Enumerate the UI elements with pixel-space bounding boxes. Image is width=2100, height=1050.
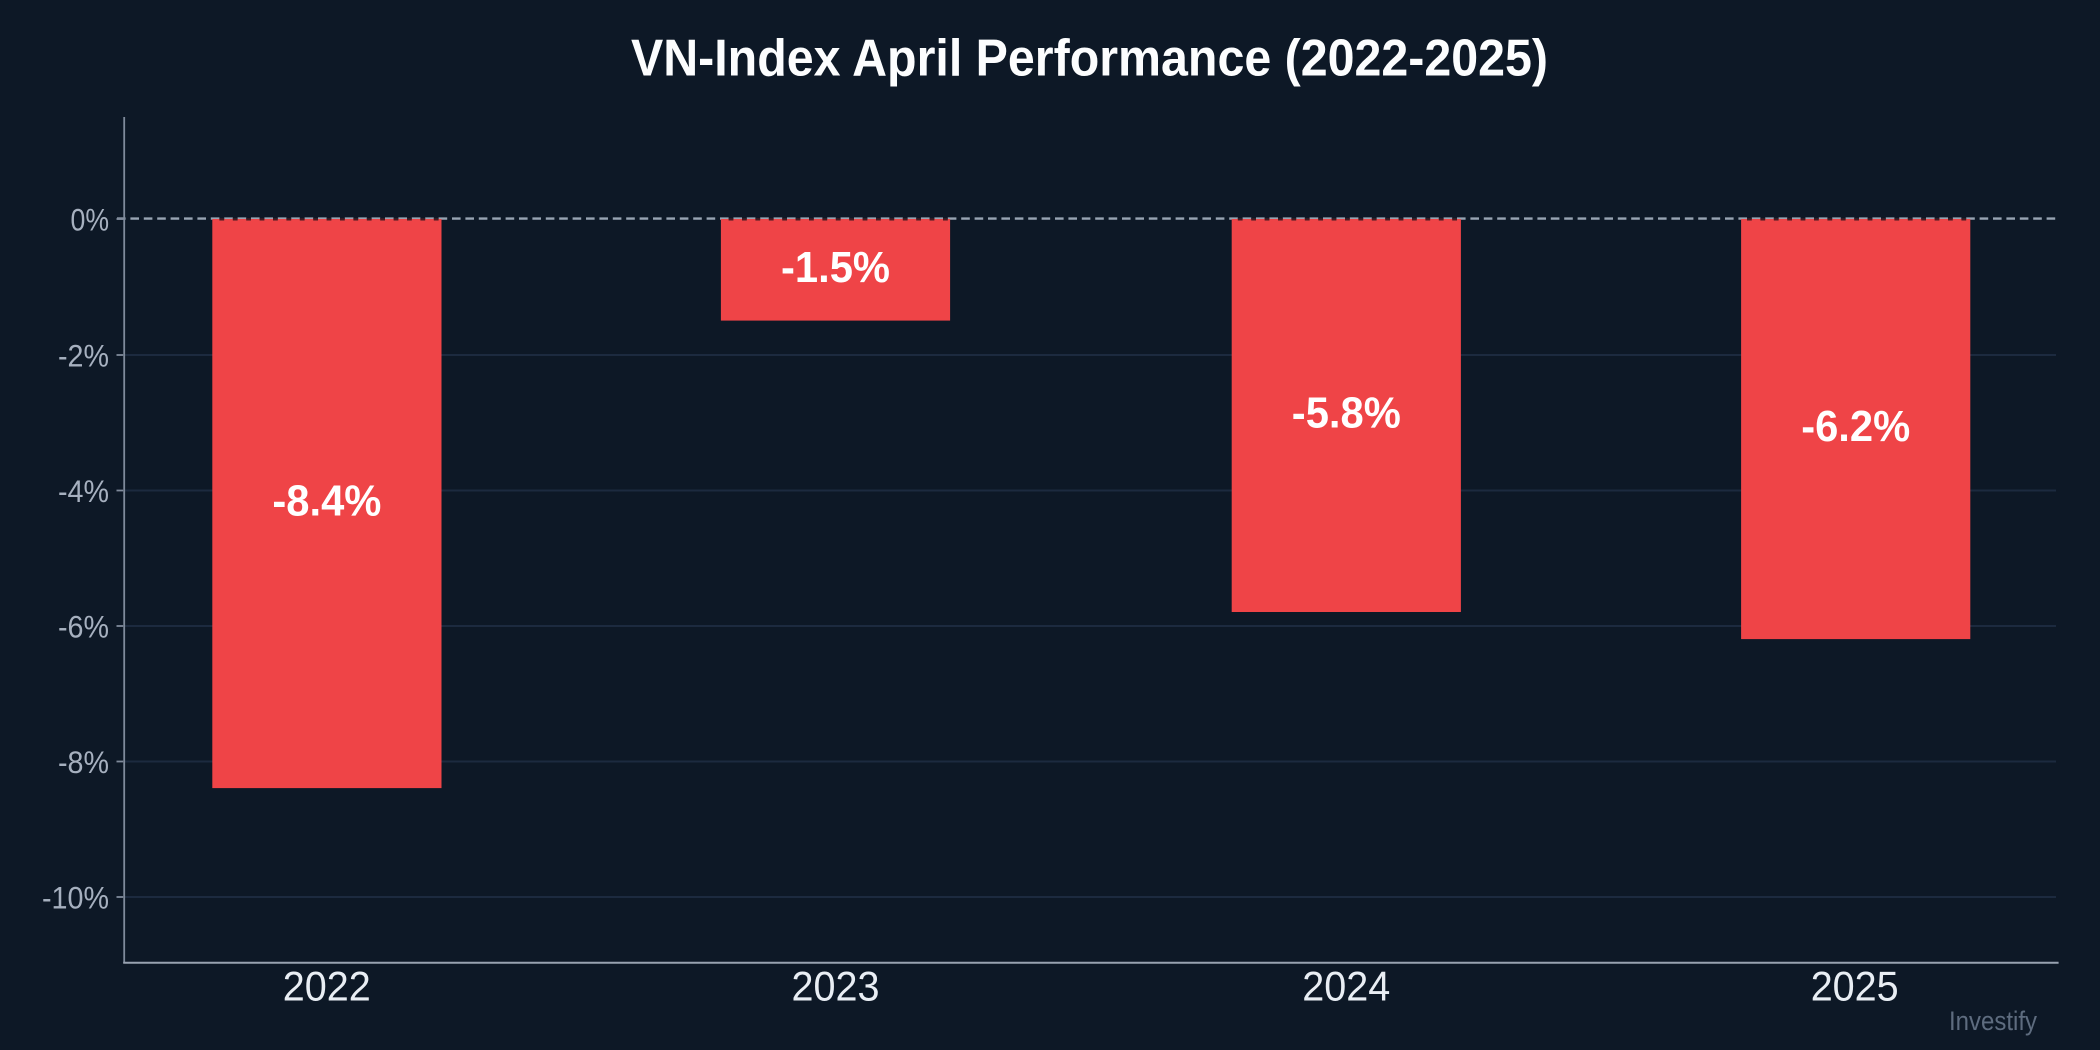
svg-text:2022: 2022 <box>283 963 371 1010</box>
svg-text:-2%: -2% <box>58 338 109 374</box>
svg-text:-10%: -10% <box>42 880 109 916</box>
svg-text:-6.2%: -6.2% <box>1801 402 1910 451</box>
svg-text:-1.5%: -1.5% <box>781 243 890 292</box>
svg-text:2025: 2025 <box>1811 963 1899 1010</box>
svg-text:2023: 2023 <box>792 963 880 1010</box>
svg-text:-8.4%: -8.4% <box>272 477 381 526</box>
svg-text:-8%: -8% <box>58 744 109 780</box>
svg-text:Investify: Investify <box>1949 1006 2037 1036</box>
svg-text:-6%: -6% <box>58 609 109 645</box>
svg-text:0%: 0% <box>71 202 110 238</box>
svg-text:2024: 2024 <box>1302 963 1390 1010</box>
svg-text:VN-Index April Performance (20: VN-Index April Performance (2022-2025) <box>631 30 1548 88</box>
svg-text:-4%: -4% <box>58 473 109 509</box>
svg-text:-5.8%: -5.8% <box>1292 389 1401 438</box>
